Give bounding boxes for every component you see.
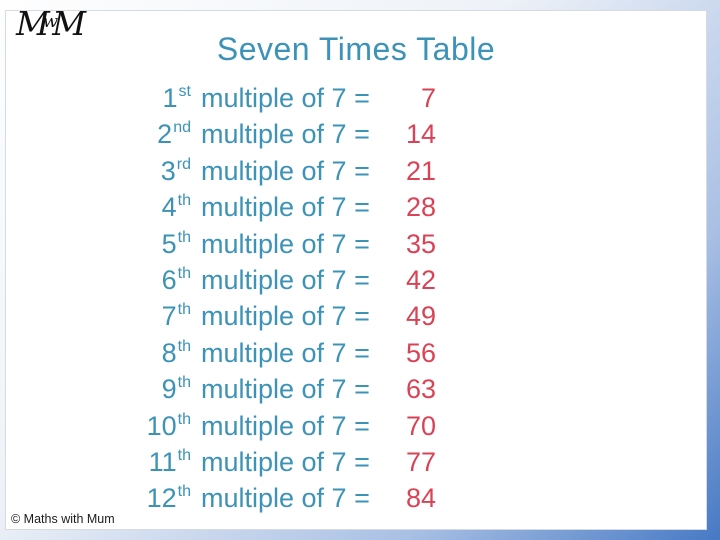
table-row: 4th multiple of 7 = 28 <box>131 189 436 225</box>
multiple-expression: multiple of 7 = <box>201 374 370 405</box>
table-row: 12th multiple of 7 = 84 <box>131 480 436 516</box>
ordinal-suffix: th <box>177 264 191 282</box>
ordinal-suffix: st <box>178 83 191 100</box>
multiple-expression: multiple of 7 = <box>201 264 370 295</box>
ordinal-suffix: th <box>177 192 191 210</box>
ordinal-number: 11th <box>148 446 191 477</box>
ordinal-number: 2nd <box>157 119 191 150</box>
ordinal-number: 6th <box>161 264 191 295</box>
slide-content: MwM Seven Times Table 1st multiple of 7 =… <box>5 7 707 530</box>
ordinal-number: 4th <box>161 192 191 223</box>
ordinal-number: 12th <box>146 483 191 514</box>
product-value: 63 <box>405 374 436 405</box>
ordinal-suffix: th <box>177 228 191 246</box>
table-row: 5th multiple of 7 = 35 <box>131 226 436 262</box>
table-row: 9th multiple of 7 = 63 <box>131 371 436 407</box>
page-title: Seven Times Table <box>216 31 496 67</box>
product-value: 70 <box>405 410 436 441</box>
ordinal-suffix: th <box>177 410 191 428</box>
table-row: 10th multiple of 7 = 70 <box>131 408 436 444</box>
multiple-expression: multiple of 7 = <box>201 337 370 368</box>
logo-letter-w: w <box>42 11 59 32</box>
multiple-expression: multiple of 7 = <box>201 228 370 259</box>
multiple-expression: multiple of 7 = <box>201 410 370 441</box>
ordinal-number: 7th <box>161 301 191 332</box>
ordinal-number: 9th <box>161 374 191 405</box>
multiple-expression: multiple of 7 = <box>201 301 370 332</box>
ordinal-number: 8th <box>161 337 191 368</box>
product-value: 56 <box>405 337 436 368</box>
table-row: 3rd multiple of 7 = 21 <box>131 153 436 189</box>
product-value: 49 <box>405 301 436 332</box>
ordinal-number: 10th <box>146 410 191 441</box>
product-value: 84 <box>405 483 436 514</box>
table-row: 6th multiple of 7 = 42 <box>131 262 436 298</box>
product-value: 42 <box>405 264 436 295</box>
ordinal-suffix: th <box>177 301 191 319</box>
ordinal-number: 3rd <box>160 155 191 186</box>
ordinal-number: 1st <box>162 83 191 113</box>
ordinal-suffix: rd <box>176 155 191 173</box>
maths-with-mum-logo: MwM <box>16 7 86 40</box>
table-row: 2nd multiple of 7 = 14 <box>131 116 436 152</box>
product-value: 7 <box>420 83 436 113</box>
multiple-expression: multiple of 7 = <box>201 83 370 113</box>
table-row: 8th multiple of 7 = 56 <box>131 335 436 371</box>
times-table-list: 1st multiple of 7 = 7 2nd multiple of 7 = 14 3… <box>131 80 436 517</box>
copyright-text: © Maths with Mum <box>11 512 115 526</box>
multiple-expression: multiple of 7 = <box>201 192 370 223</box>
ordinal-suffix: th <box>177 446 191 464</box>
multiple-expression: multiple of 7 = <box>201 119 370 150</box>
table-row: 1st multiple of 7 = 7 <box>131 80 436 116</box>
table-row: 11th multiple of 7 = 77 <box>131 444 436 480</box>
product-value: 28 <box>405 192 436 223</box>
multiple-expression: multiple of 7 = <box>201 483 370 514</box>
ordinal-suffix: th <box>177 374 191 392</box>
product-value: 21 <box>405 155 436 186</box>
product-value: 77 <box>405 446 436 477</box>
logo-letter-m2: M <box>52 4 87 43</box>
ordinal-suffix: th <box>177 337 191 355</box>
ordinal-suffix: nd <box>173 119 191 137</box>
ordinal-number: 5th <box>161 228 191 259</box>
logo-letter-m1: M <box>16 4 50 43</box>
product-value: 35 <box>405 228 436 259</box>
multiple-expression: multiple of 7 = <box>201 155 370 186</box>
multiple-expression: multiple of 7 = <box>201 446 370 477</box>
ordinal-suffix: th <box>177 483 191 501</box>
product-value: 14 <box>405 119 436 150</box>
table-row: 7th multiple of 7 = 49 <box>131 298 436 334</box>
